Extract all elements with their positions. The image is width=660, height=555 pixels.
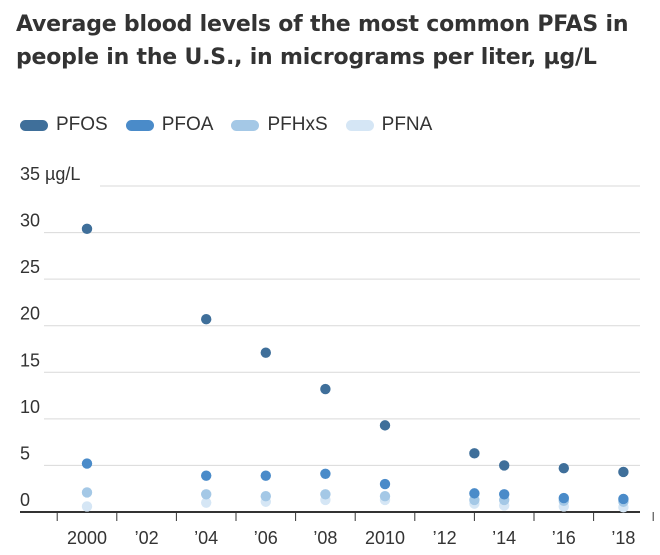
point-pfhxs-2000 [81,487,93,498]
y-tick-label-30: 30 [20,211,40,231]
point-pfna-2004 [201,497,212,508]
y-tick-label-15: 15 [20,350,40,370]
point-pfhxs-2006 [260,490,271,502]
point-pfoa-2018 [618,493,629,505]
point-pfoa-2006 [260,470,271,481]
x-tick-label-2018: ’18 [611,528,635,548]
x-tick-label-2016: ’16 [552,528,576,548]
x-tick-label-2004: ’04 [194,528,218,548]
legend-swatch-pfos [20,119,48,131]
point-pfoa-2013 [469,488,480,499]
point-pfos-2010 [379,420,391,431]
legend-item-pfoa: PFOA [125,114,214,136]
point-pfos-2004 [201,313,212,325]
legend: PFOS PFOA PFHxS PFNA [20,114,450,136]
legend-label-pfhxs: PFHxS [267,114,328,135]
point-pfos-2014 [499,460,510,471]
point-pfos-2018 [618,466,629,478]
legend-label-pfna: PFNA [381,114,433,135]
point-pfoa-2010 [379,478,391,490]
legend-item-pfna: PFNA [345,114,433,136]
point-pfoa-2014 [499,489,510,500]
x-tick-label-2010: 2010 [365,528,405,548]
x-tick-label-2002: ’02 [135,528,159,548]
legend-item-pfhxs: PFHxS [231,114,328,136]
y-tick-label-5: 5 [20,443,30,463]
point-pfhxs-2004 [201,489,212,500]
y-tick-label-20: 20 [20,304,40,324]
point-pfhxs-2010 [379,490,391,502]
x-tick-label-2006: ’06 [254,528,278,548]
legend-swatch-pfoa [125,119,154,131]
y-tick-label-25: 25 [20,257,40,277]
legend-swatch-pfna [345,119,374,131]
point-pfoa-2004 [201,470,212,481]
legend-label-pfoa: PFOA [161,114,214,135]
point-pfos-2008 [320,383,331,395]
x-tick-label-2012: ’12 [433,528,457,548]
point-pfoa-2016 [558,492,569,504]
point-pfhxs-2008 [320,489,331,500]
legend-swatch-pfhxs [231,119,260,131]
y-tick-label-0: 0 [20,490,30,510]
x-tick-label-2014: ’14 [492,528,516,548]
point-pfos-2000 [81,223,93,235]
point-pfoa-2000 [81,458,93,469]
y-tick-label-35: 35 µg/L [20,164,80,184]
legend-item-pfos: PFOS [20,114,108,136]
x-tick-label-2000: 2000 [67,528,107,548]
x-tick-label-2008: ’08 [313,528,337,548]
legend-label-pfos: PFOS [56,114,108,135]
y-tick-label-10: 10 [20,397,40,417]
point-pfos-2016 [558,463,569,474]
chart-title: Average blood levels of the most common … [16,12,629,70]
point-pfoa-2008 [320,468,331,480]
point-pfos-2013 [469,448,480,459]
point-pfos-2006 [260,347,271,358]
point-pfna-2000 [81,501,93,512]
